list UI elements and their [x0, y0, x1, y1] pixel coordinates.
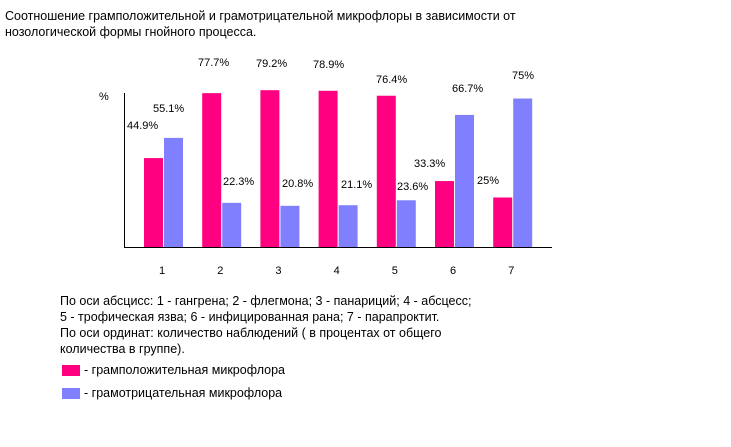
x-tick-label-6: 6	[450, 265, 457, 277]
legend-label-gram-positive: - грамположительная микрофлора	[84, 363, 286, 377]
data-label-gram-negative-3: 20.8%	[282, 178, 314, 190]
data-label-gram-positive-1: 44.9%	[127, 120, 159, 132]
note-line-2: 5 - трофическая язва; 6 - инфицированная…	[60, 310, 440, 324]
data-label-gram-positive-7: 25%	[477, 175, 500, 187]
bar-gram-negative-2	[222, 202, 242, 247]
data-label-gram-negative-1: 55.1%	[153, 103, 185, 115]
x-tick-label-7: 7	[508, 265, 515, 277]
data-label-gram-negative-5: 23.6%	[397, 181, 429, 193]
data-label-gram-positive-2: 77.7%	[198, 57, 230, 69]
data-label-gram-positive-5: 76.4%	[376, 74, 408, 86]
note-line-4: количества в группе).	[60, 342, 185, 356]
bar-gram-positive-1	[144, 158, 163, 247]
bar-gram-positive-4	[318, 90, 338, 247]
legend-label-gram-negative: - грамотрицательная микрофлора	[84, 386, 283, 400]
data-label-gram-positive-4: 78.9%	[313, 59, 345, 71]
data-label-gram-negative-6: 66.7%	[452, 83, 484, 95]
x-tick-label-5: 5	[391, 265, 398, 277]
chart-title-line-1: Соотношение грамположительной и грамотри…	[5, 9, 516, 23]
bar-gram-negative-4	[338, 205, 358, 247]
legend-swatch-gram-negative	[62, 388, 80, 399]
bar-gram-positive-2	[202, 93, 222, 248]
x-tick-label-2: 2	[217, 265, 224, 277]
bar-gram-positive-5	[376, 95, 396, 247]
bar-gram-positive-3	[260, 90, 280, 248]
bar-gram-negative-1	[164, 137, 183, 247]
data-label-gram-positive-6: 33.3%	[414, 158, 446, 170]
legend-swatch-gram-positive	[62, 365, 80, 376]
data-label-gram-negative-2: 22.3%	[223, 176, 255, 188]
chart-title-line-2: нозологической формы гнойного процесса.	[5, 25, 257, 39]
bar-gram-positive-6	[435, 181, 454, 247]
x-tick-label-1: 1	[159, 265, 166, 277]
note-line-1: По оси абсцисс: 1 - гангрена; 2 - флегмо…	[60, 294, 472, 308]
y-axis-label: %	[99, 91, 109, 103]
note-line-3: По оси ординат: количество наблюдений ( …	[60, 326, 442, 340]
x-tick-label-4: 4	[333, 265, 340, 277]
bar-gram-positive-7	[493, 197, 513, 247]
bar-gram-negative-6	[455, 114, 474, 248]
data-label-gram-negative-7: 75%	[512, 70, 535, 82]
bar-gram-negative-5	[396, 200, 416, 247]
bar-gram-negative-7	[513, 98, 533, 247]
bar-gram-negative-3	[280, 205, 300, 247]
data-label-gram-negative-4: 21.1%	[341, 179, 373, 191]
x-tick-label-3: 3	[275, 265, 282, 277]
data-label-gram-positive-3: 79.2%	[256, 58, 288, 70]
